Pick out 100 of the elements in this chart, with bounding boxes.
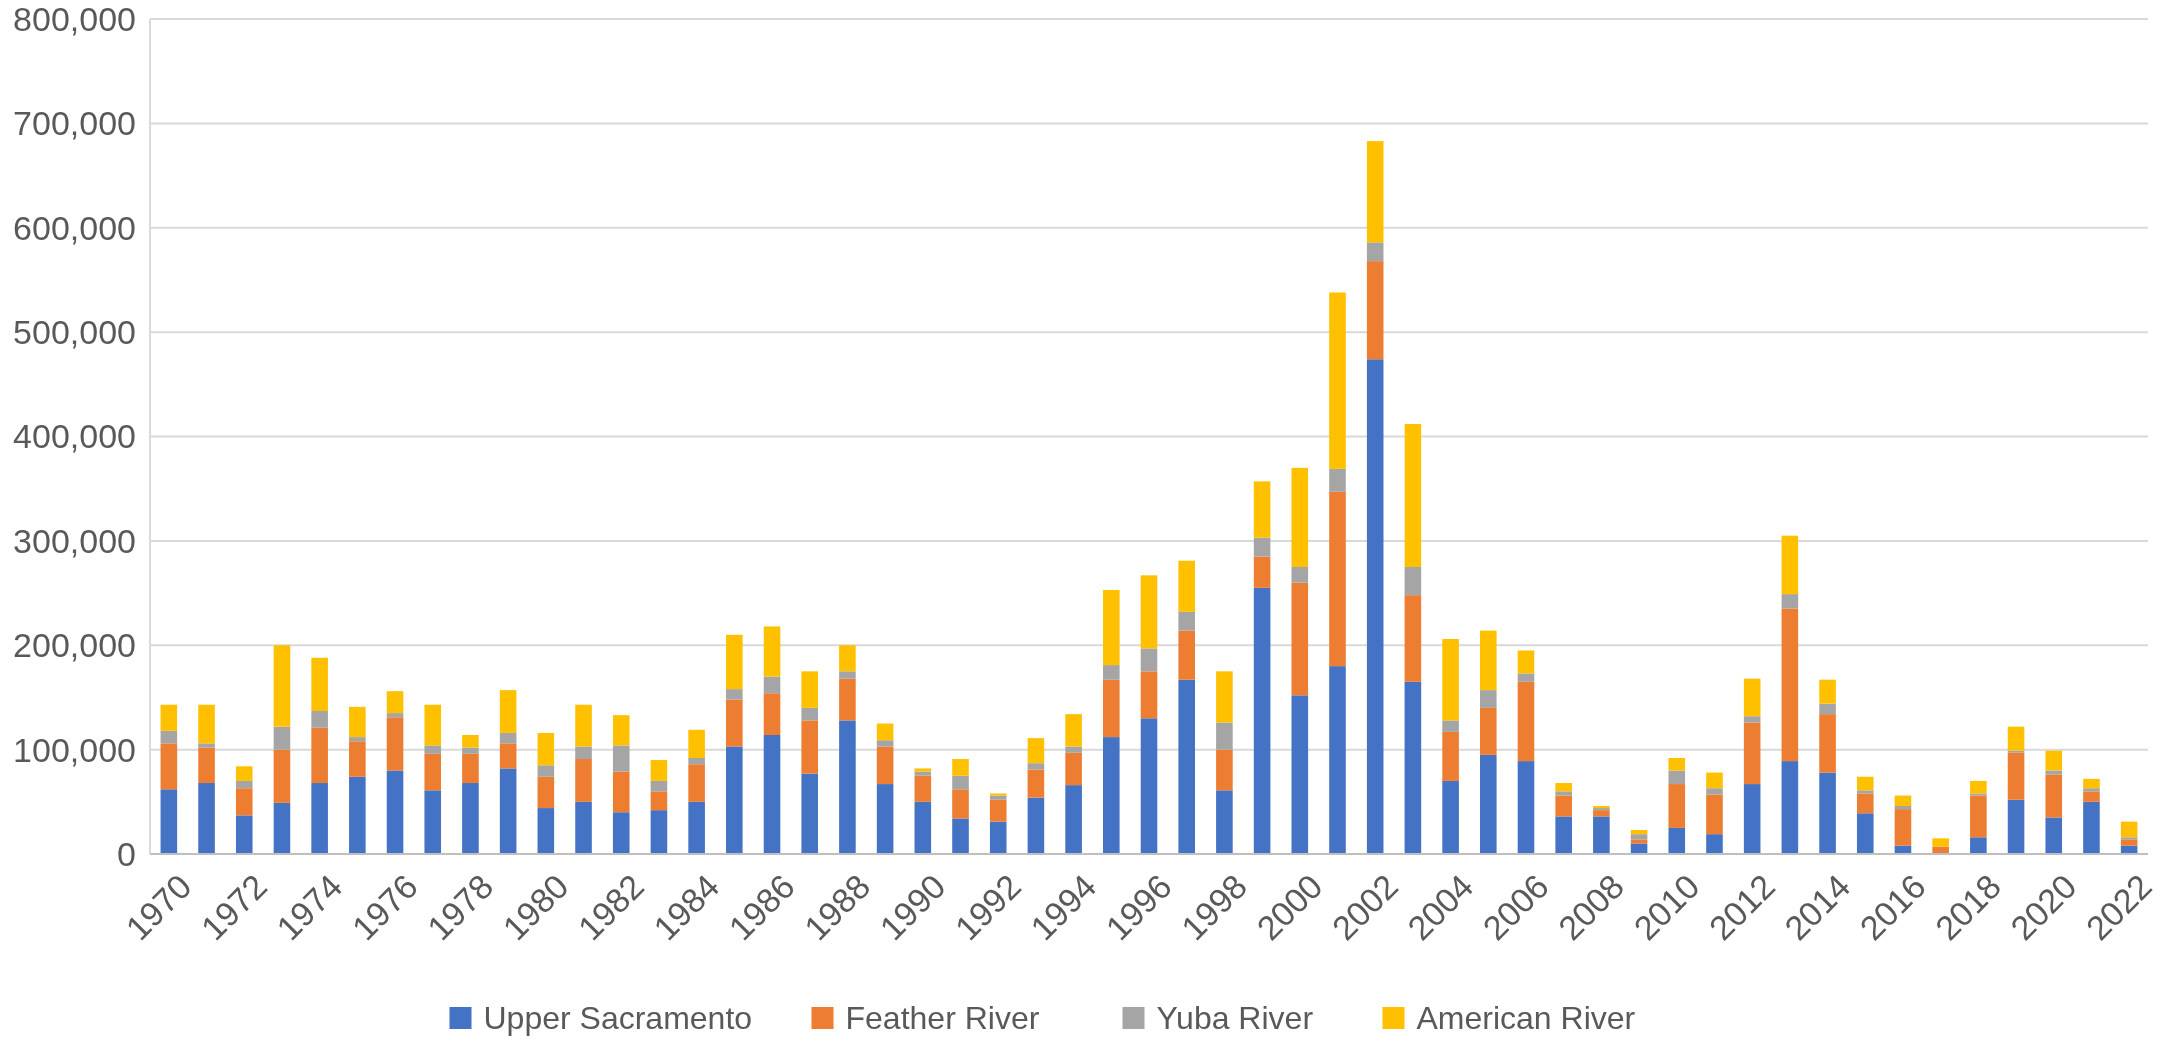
bar (349, 706, 366, 738)
bar (235, 788, 253, 816)
bar (2083, 778, 2100, 789)
bar (914, 801, 932, 854)
bar (575, 759, 592, 802)
y-tick-label: 700,000 (13, 104, 136, 143)
bar (839, 671, 856, 679)
bar (1065, 785, 1082, 854)
bar (763, 735, 781, 854)
legend-label: Upper Sacramento (483, 1000, 753, 1037)
bar (1291, 695, 1309, 854)
bar (2045, 817, 2063, 854)
bar (1932, 838, 1949, 847)
bar (1856, 793, 1874, 814)
bar (537, 765, 555, 777)
bar (1291, 582, 1309, 696)
bar (1442, 638, 1459, 721)
bar (1517, 673, 1535, 682)
bar (424, 745, 442, 754)
bar (1970, 793, 1987, 796)
bar (575, 704, 592, 747)
bar (2007, 752, 2025, 800)
bar (726, 699, 743, 747)
bar (650, 780, 668, 792)
y-tick-label: 400,000 (13, 417, 136, 456)
bar (160, 743, 178, 790)
bar (1668, 757, 1686, 771)
bar (688, 757, 705, 765)
bar (1479, 630, 1497, 691)
bar (1743, 722, 1761, 785)
bar (349, 776, 366, 854)
bar (160, 789, 178, 854)
bar (537, 732, 555, 766)
bar (952, 789, 969, 819)
bar (1253, 537, 1271, 557)
bar (575, 746, 592, 760)
bar (499, 768, 517, 854)
bar (1668, 827, 1686, 854)
bar (726, 689, 743, 700)
bar (1253, 587, 1271, 854)
bar (1819, 714, 1836, 773)
bar (235, 766, 253, 781)
bar (198, 747, 215, 784)
bar (1894, 805, 1912, 810)
y-tick-label: 200,000 (13, 626, 136, 665)
bar (801, 720, 819, 774)
bar (1253, 481, 1271, 538)
bar (839, 720, 856, 854)
legend-label: Feather River (845, 1000, 1040, 1037)
bar (1894, 795, 1912, 806)
bar (1743, 716, 1761, 723)
bar (386, 770, 404, 854)
bar (1178, 679, 1195, 854)
bar (311, 727, 328, 784)
bar (386, 691, 404, 714)
bar (1216, 749, 1233, 791)
bar (1706, 794, 1723, 835)
bar (1065, 752, 1082, 786)
bar (801, 773, 819, 854)
bar (1555, 783, 1572, 792)
bar (1329, 292, 1346, 469)
bar (1216, 722, 1233, 750)
bar (612, 771, 630, 813)
bar (1593, 810, 1610, 817)
bar (273, 645, 291, 727)
bar (273, 726, 291, 750)
bar (537, 808, 555, 854)
bar (1781, 535, 1799, 595)
bar (1178, 630, 1195, 680)
y-tick-label: 600,000 (13, 208, 136, 247)
bar (1178, 560, 1195, 612)
bar (273, 749, 291, 803)
bar (198, 743, 215, 748)
bar (1366, 261, 1384, 360)
bar (462, 735, 479, 748)
bar (1555, 816, 1572, 854)
bar (499, 743, 517, 769)
bar (801, 671, 819, 708)
bar (2007, 799, 2025, 854)
bar (1140, 648, 1158, 672)
bar (1819, 679, 1836, 704)
bar (876, 723, 894, 741)
bar (876, 740, 894, 747)
bar (876, 746, 894, 785)
y-tick-label: 100,000 (13, 730, 136, 769)
bar (726, 746, 743, 854)
bar (1517, 761, 1535, 854)
bar (726, 634, 743, 690)
bar (273, 802, 291, 854)
bar (839, 678, 856, 721)
bar (1253, 556, 1271, 588)
bar (1404, 566, 1422, 596)
bar (386, 713, 404, 718)
bar (952, 818, 969, 854)
bar (462, 753, 479, 784)
bar (575, 801, 592, 854)
bar (1856, 776, 1874, 791)
bar (1027, 763, 1045, 770)
bar (1668, 784, 1686, 828)
bar (1856, 813, 1874, 854)
